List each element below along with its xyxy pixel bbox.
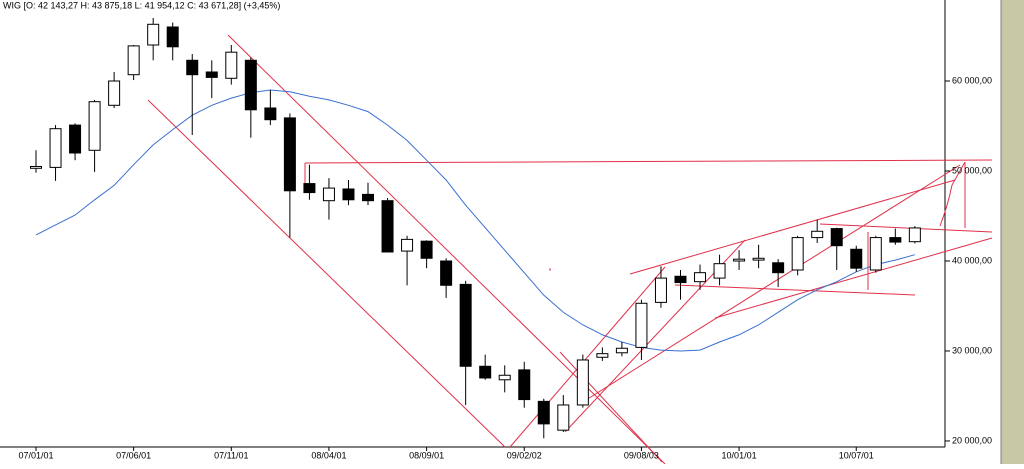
trendline bbox=[147, 99, 506, 448]
candle-body bbox=[830, 228, 843, 247]
candle-body bbox=[264, 107, 277, 121]
trendline bbox=[939, 161, 966, 227]
candle-body bbox=[342, 188, 355, 201]
trendline bbox=[629, 179, 956, 275]
candle-body bbox=[303, 183, 316, 194]
candle-body bbox=[127, 45, 140, 76]
candle-body bbox=[147, 23, 160, 46]
title-bg bbox=[0, 0, 262, 12]
candle-body bbox=[752, 257, 765, 261]
trendline bbox=[674, 284, 916, 296]
x-tick-label: 09/08/03 bbox=[624, 450, 659, 460]
candle-body bbox=[635, 302, 648, 348]
candle-body bbox=[166, 26, 179, 48]
x-tick-label: 08/09/01 bbox=[409, 450, 444, 460]
candle-body bbox=[244, 59, 257, 111]
trendline bbox=[509, 266, 666, 448]
y-tick-label: 60 000,00 bbox=[952, 75, 992, 85]
trendline bbox=[577, 164, 961, 406]
candle-body bbox=[205, 71, 218, 78]
candle-body bbox=[869, 237, 882, 271]
candle-body bbox=[401, 238, 414, 252]
candle-body bbox=[733, 258, 746, 262]
x-tick-label: 07/06/01 bbox=[116, 450, 151, 460]
x-tick-label: 09/02/02 bbox=[507, 450, 542, 460]
x-tick-label: 10/01/01 bbox=[722, 450, 757, 460]
candle-body bbox=[694, 272, 707, 283]
candle-body bbox=[30, 165, 42, 169]
trendline bbox=[714, 237, 993, 319]
y-tick-label: 20 000,00 bbox=[952, 435, 992, 445]
y-tick-label: 30 000,00 bbox=[952, 345, 992, 355]
candle-body bbox=[596, 353, 609, 358]
candle-body bbox=[381, 200, 394, 253]
candle-body bbox=[576, 359, 589, 406]
candle-body bbox=[479, 365, 492, 379]
candle-body bbox=[283, 117, 296, 192]
y-tick-label: 50 000,00 bbox=[952, 165, 992, 175]
x-tick-label: 10/07/01 bbox=[839, 450, 874, 460]
candle-body bbox=[420, 240, 433, 259]
candle-body bbox=[186, 59, 199, 76]
candle-body bbox=[811, 230, 824, 239]
trendline bbox=[304, 159, 993, 164]
candle-body bbox=[674, 275, 687, 284]
candle-body bbox=[69, 124, 82, 154]
candle-body bbox=[498, 374, 511, 381]
trendline bbox=[227, 34, 666, 465]
x-tick-label: 07/01/01 bbox=[18, 450, 53, 460]
candle-body bbox=[459, 283, 472, 367]
candle-body bbox=[908, 227, 921, 243]
y-tick-label: 40 000,00 bbox=[952, 255, 992, 265]
candle-body bbox=[49, 128, 62, 168]
candle-body bbox=[889, 237, 902, 243]
candle-body bbox=[713, 263, 726, 279]
side-panel bbox=[1001, 0, 1024, 464]
candle-body bbox=[791, 237, 804, 271]
candle-body bbox=[440, 260, 453, 286]
x-tick-label: 08/04/01 bbox=[311, 450, 346, 460]
candle-body bbox=[518, 369, 531, 401]
candle-body bbox=[615, 347, 628, 354]
moving-average bbox=[35, 89, 915, 352]
candle-body bbox=[88, 101, 101, 151]
candle-body bbox=[654, 277, 667, 303]
candle-body bbox=[557, 404, 570, 431]
candle-body bbox=[322, 187, 335, 202]
trendline bbox=[819, 223, 993, 233]
candle-body bbox=[362, 193, 375, 202]
candle-body bbox=[225, 51, 238, 79]
chart-title: WIG [O: 42 143,27 H: 43 875,18 L: 41 954… bbox=[3, 0, 280, 10]
candle-body bbox=[537, 400, 550, 425]
candle-body bbox=[108, 80, 121, 106]
candle-body bbox=[850, 248, 863, 269]
x-tick-label: 07/11/01 bbox=[214, 450, 248, 460]
trendlines bbox=[147, 34, 993, 465]
candle-body bbox=[772, 262, 785, 274]
